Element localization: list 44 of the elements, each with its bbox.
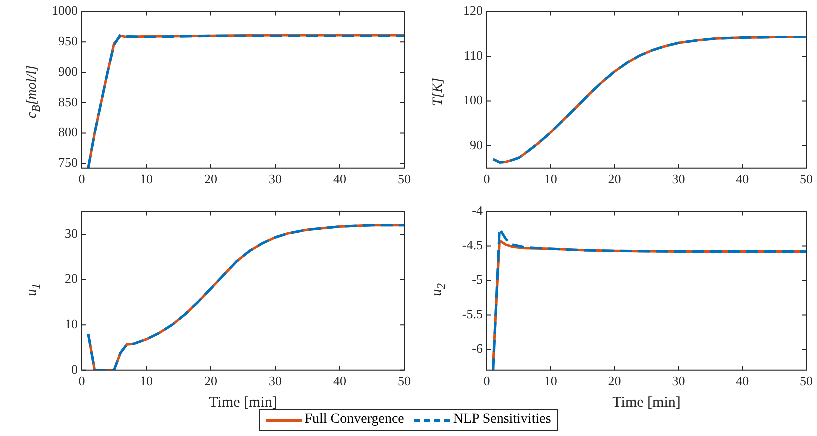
y-tick-label: -5.5 xyxy=(462,306,483,322)
x-tick-label: 30 xyxy=(269,172,282,187)
x-tick-label: 20 xyxy=(608,172,622,187)
y-tick-label: 750 xyxy=(58,154,78,170)
x-tick-label: 50 xyxy=(800,172,813,187)
x-tick-label: 20 xyxy=(608,374,622,389)
y-tick-label: 900 xyxy=(58,64,78,79)
x-tick-label: 40 xyxy=(736,374,750,389)
y-tick-label: -6 xyxy=(472,341,484,356)
x-axis-title: Time [min] xyxy=(209,394,278,411)
x-tick-label: 40 xyxy=(736,172,750,187)
x-tick-label: 40 xyxy=(334,172,346,187)
x-axis-title: Time [min] xyxy=(612,394,681,411)
y-tick-label: 850 xyxy=(58,94,78,110)
y-tick-label: 0 xyxy=(72,362,78,377)
legend-label: NLP Sensitivities xyxy=(453,412,552,428)
y-tick-label: 120 xyxy=(464,3,483,18)
y-tick-label: -4.5 xyxy=(462,238,483,253)
x-tick-label: 10 xyxy=(544,172,558,187)
y-tick-label: 30 xyxy=(65,226,78,241)
y-axis-title: T[K] xyxy=(431,78,447,106)
x-tick-label: 20 xyxy=(204,172,218,187)
x-tick-label: 10 xyxy=(544,374,558,389)
x-tick-label: 30 xyxy=(672,172,686,187)
x-tick-label: 40 xyxy=(334,374,346,389)
y-tick-label: 800 xyxy=(58,124,78,140)
x-tick-label: 30 xyxy=(672,374,686,389)
y-tick-label: -5 xyxy=(472,272,483,288)
y-tick-label: 10 xyxy=(65,316,78,332)
legend-label: Full Convergence xyxy=(304,412,404,428)
y-tick-label: 100 xyxy=(464,92,483,108)
x-tick-label: 20 xyxy=(204,374,218,389)
x-tick-label: 10 xyxy=(140,374,153,389)
y-tick-label: 20 xyxy=(65,271,78,286)
x-tick-label: 50 xyxy=(398,374,411,389)
y-tick-label: 1000 xyxy=(52,3,78,18)
y-tick-label: 90 xyxy=(470,137,483,152)
y-tick-label: 950 xyxy=(58,34,78,49)
x-tick-label: 10 xyxy=(140,172,153,187)
x-tick-label: 50 xyxy=(800,374,813,389)
x-tick-label: 50 xyxy=(398,172,411,187)
y-tick-label: -4 xyxy=(472,203,484,218)
y-tick-label: 110 xyxy=(464,48,483,63)
x-tick-label: 30 xyxy=(269,374,282,389)
